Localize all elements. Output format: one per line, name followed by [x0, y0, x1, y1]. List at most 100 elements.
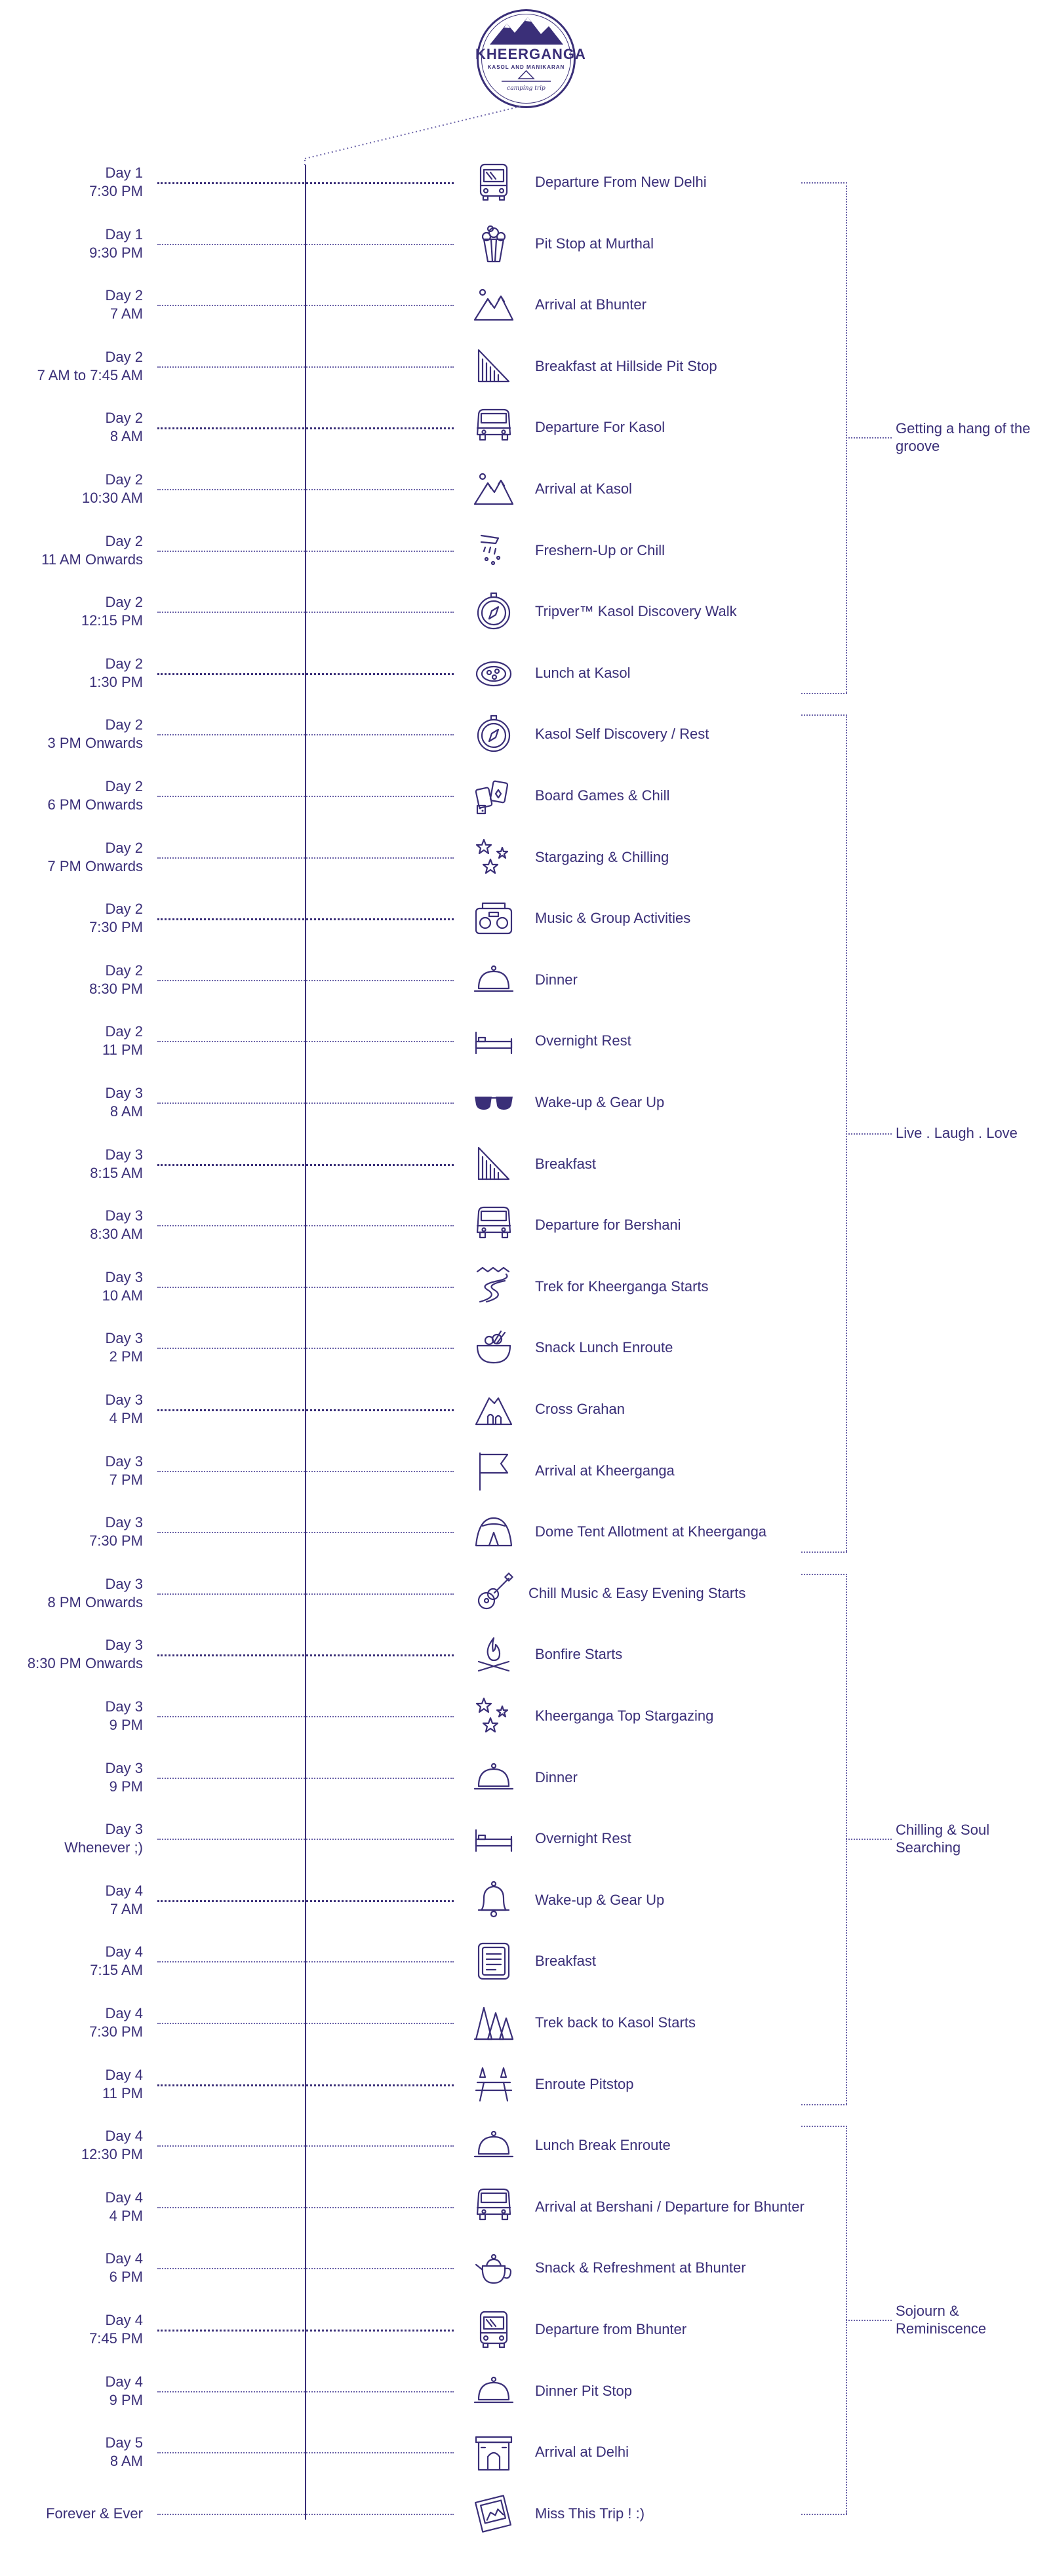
- sandwich-icon: [472, 345, 515, 388]
- event-label: Breakfast: [535, 1155, 596, 1172]
- event-label: Cross Grahan: [535, 1401, 625, 1417]
- event-day: Day 3: [105, 1392, 143, 1408]
- group-tick: [846, 2320, 892, 2321]
- leader-line: [157, 2084, 454, 2086]
- timeline-row: Day 3 7:30 PM Dome Tent Allotment at Kheer…: [0, 1502, 1053, 1561]
- event-label: Arrival at Bershani / Departure for Bhun…: [535, 2198, 805, 2215]
- leader-line: [157, 734, 454, 736]
- event-time: Day 2 7:30 PM: [89, 900, 143, 937]
- event-day: Day 2: [105, 410, 143, 427]
- event-time: Day 4 7:45 PM: [89, 2311, 143, 2348]
- tent-icon: [472, 1510, 515, 1553]
- group-bracket-end: [801, 2513, 847, 2515]
- gate-icon: [472, 2430, 515, 2474]
- event-clock: 7:15 AM: [90, 1962, 143, 1979]
- leader-line: [157, 2145, 454, 2147]
- event-time: Day 4 7:15 AM: [90, 1943, 143, 1980]
- event-label: Breakfast at Hillside Pit Stop: [535, 357, 717, 374]
- timeline-row: Day 3 9 PM Dinner: [0, 1748, 1053, 1807]
- logo-badge-icon: [477, 9, 576, 108]
- leader-line: [157, 427, 454, 430]
- event-clock: 7 PM Onwards: [47, 857, 144, 874]
- event-clock: 12:15 PM: [81, 612, 143, 629]
- group-bracket: [846, 714, 847, 1552]
- event-clock: 10:30 AM: [82, 490, 143, 506]
- leader-line: [157, 550, 454, 552]
- timeline-row: Day 3 9 PM Kheerganga Top Stargazing: [0, 1687, 1053, 1746]
- event-label: Arrival at Kasol: [535, 480, 632, 497]
- group-name: Chilling & Soul Searching: [896, 1822, 990, 1856]
- event-day: Day 4: [105, 2189, 143, 2206]
- group-bracket-end: [801, 2103, 847, 2105]
- timeline-row: Day 4 7:30 PM Trek back to Kasol Starts: [0, 1993, 1053, 2052]
- event-label: Snack Lunch Enroute: [535, 1339, 673, 1356]
- event-clock: 7:45 PM: [89, 2330, 143, 2347]
- event-day: Day 4: [105, 2066, 143, 2083]
- group-tick: [846, 1839, 892, 1841]
- leader-line: [157, 1041, 454, 1043]
- event-clock: 8:15 AM: [90, 1164, 143, 1181]
- leader-line: [157, 1103, 454, 1104]
- timeline-row: Day 2 6 PM Onwards Board Games & Chill: [0, 766, 1053, 825]
- event-label: Arrival at Bhunter: [535, 296, 646, 313]
- event-time: Day 2 1:30 PM: [89, 655, 143, 692]
- timeline-row: Day 2 11 PM Overnight Rest: [0, 1011, 1053, 1070]
- compass-icon: [472, 712, 515, 756]
- event-clock: 6 PM: [109, 2269, 143, 2286]
- event-time: Day 3 4 PM: [106, 1391, 143, 1428]
- bowl-icon: [472, 1326, 515, 1369]
- leader-line: [157, 489, 454, 490]
- event-time: Day 3 8:30 AM: [90, 1207, 143, 1243]
- event-label: Pit Stop at Murthal: [535, 235, 654, 252]
- group-name: Sojourn & Reminiscence: [896, 2303, 987, 2337]
- event-clock: 4 PM: [109, 1410, 143, 1426]
- event-label: Kasol Self Discovery / Rest: [535, 726, 709, 743]
- event-day: Day 3: [105, 1330, 143, 1347]
- bed-icon: [472, 1019, 515, 1063]
- event-day: Day 3: [105, 1453, 143, 1470]
- forest-icon: [472, 2001, 515, 2044]
- event-time: Day 3 9 PM: [106, 1759, 143, 1796]
- event-day: Day 2: [105, 839, 143, 856]
- mountains-icon: [472, 283, 515, 326]
- timeline-row: Day 2 10:30 AM Arrival at Kasol: [0, 459, 1053, 518]
- event-clock: 7:30 PM: [89, 2023, 143, 2040]
- event-time: Day 4 7:30 PM: [89, 2004, 143, 2041]
- cards-icon: [472, 774, 515, 817]
- timeline-row: Day 2 12:15 PM Tripver™ Kasol Discovery Wa…: [0, 582, 1053, 641]
- event-time: Day 4 12:30 PM: [81, 2127, 143, 2164]
- leader-line: [157, 918, 454, 921]
- event-day: Day 3: [105, 1575, 143, 1592]
- van-icon: [472, 406, 515, 449]
- event-day: Day 1: [105, 225, 143, 243]
- radio-icon: [472, 897, 515, 940]
- event-label: Wake-up & Gear Up: [535, 1094, 665, 1110]
- event-label: Departure For Kasol: [535, 419, 666, 436]
- event-day: Day 3: [105, 1821, 143, 1838]
- hut-icon: [472, 1388, 515, 1431]
- group-tick: [846, 437, 892, 439]
- event-clock: 7 AM: [109, 1900, 143, 1917]
- event-clock: 9 PM: [109, 1717, 143, 1733]
- flag-icon: [472, 1449, 515, 1493]
- group-name: Live . Laugh . Love: [896, 1124, 1018, 1141]
- sunglasses-icon: [472, 1081, 515, 1124]
- event-label: Wake-up & Gear Up: [535, 1891, 665, 1908]
- event-time: Day 3 8:30 PM Onwards: [28, 1636, 143, 1673]
- event-day: Day 2: [105, 287, 143, 304]
- event-clock: 11 AM Onwards: [41, 551, 143, 568]
- cloche-icon: [472, 1756, 515, 1799]
- bus-icon: [472, 161, 515, 204]
- stars-icon: [472, 836, 515, 879]
- event-clock: 2 PM: [109, 1348, 143, 1365]
- timeline-row: Day 3 Whenever ;) Overnight Rest: [0, 1809, 1053, 1868]
